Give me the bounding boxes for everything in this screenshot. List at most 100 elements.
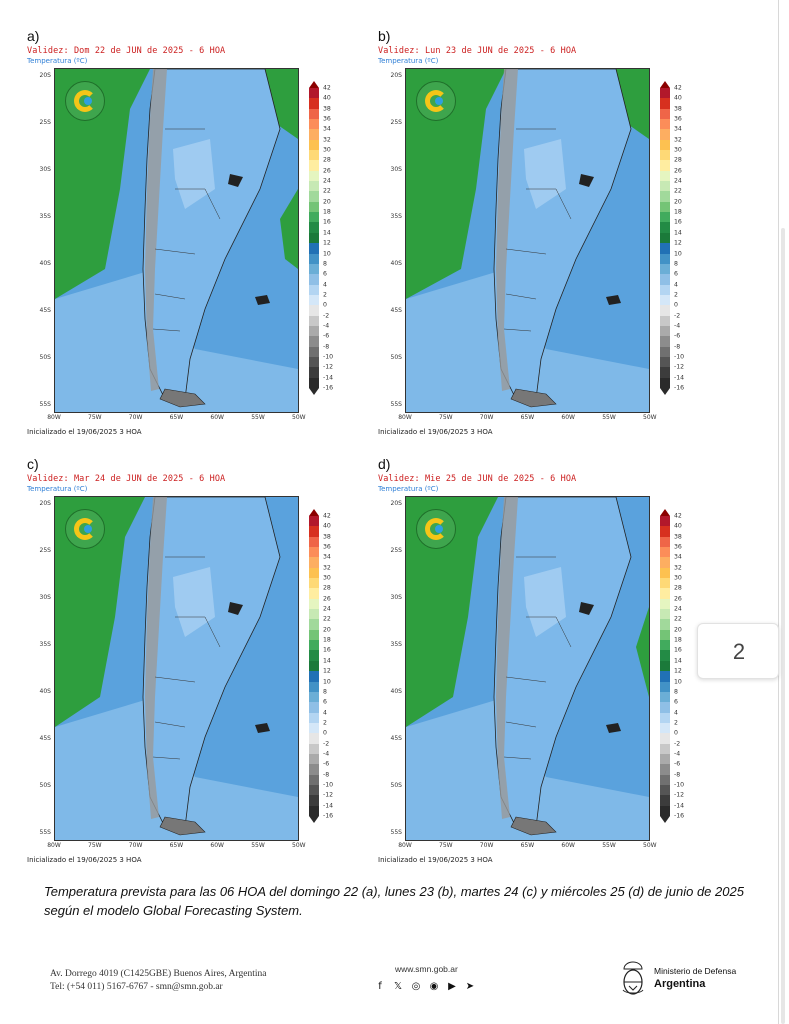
colorbar-segment — [660, 733, 670, 745]
latitude-label: 25S — [390, 547, 402, 554]
colorbar-segment — [660, 191, 670, 203]
longitude-label: 70W — [479, 414, 494, 421]
longitude-label: 80W — [47, 414, 61, 421]
colorbar-labels: 42 40 38 36 34 32 30 28 26 24 22 20 18 16 14 12 10 8 6 4 2 0-… — [674, 513, 704, 820]
facebook-icon[interactable]: f — [378, 981, 382, 992]
colorbar-tick-label: 26 — [674, 167, 682, 175]
longitude-label: 55W — [602, 842, 616, 849]
colorbar-tick-label: 24 — [674, 177, 682, 185]
colorbar-tick-label: -16 — [674, 384, 685, 392]
colorbar-segment — [660, 305, 670, 317]
colorbar-segment — [309, 764, 319, 776]
colorbar-tick-label: -16 — [674, 812, 685, 820]
colorbar-tick-label: 20 — [674, 626, 682, 634]
instagram-icon[interactable]: ◎ — [411, 981, 421, 992]
colorbar-tick-label: 40 — [674, 94, 682, 102]
temperature-map — [54, 496, 299, 841]
latitude-label: 30S — [39, 594, 51, 601]
colorbar-tick-label: 16 — [323, 646, 331, 654]
colorbar-tick-label: 22 — [674, 187, 682, 195]
colorbar-segment — [660, 150, 670, 161]
colorbar-tick-label: 34 — [323, 553, 331, 561]
longitude-label: 70W — [479, 842, 494, 849]
forecast-panel-b: b) Validez: Lun 23 de JUN de 2025 - 6 HO… — [378, 28, 718, 458]
colorbar-segment — [660, 619, 670, 631]
colorbar-segment — [660, 660, 670, 672]
latitude-label: 45S — [39, 735, 51, 742]
scrollbar[interactable] — [781, 228, 785, 1024]
colorbar-segment — [309, 139, 319, 151]
panel-letter: a) — [27, 28, 40, 44]
colorbar-segment — [660, 712, 670, 724]
youtube-icon[interactable]: ▶ — [448, 981, 456, 992]
colorbar — [660, 81, 670, 395]
colorbar-segment — [309, 232, 319, 244]
longitude-label: 75W — [88, 414, 102, 421]
colorbar-tick-label: 4 — [323, 709, 327, 717]
longitude-label: 50W — [292, 414, 306, 421]
colorbar-segment — [309, 294, 319, 306]
latitude-label: 55S — [390, 829, 402, 836]
colorbar-tick-label: -10 — [674, 781, 685, 789]
colorbar-tick-label: 30 — [674, 574, 682, 582]
colorbar-tick-label: 24 — [674, 605, 682, 613]
colorbar-segment — [309, 263, 319, 275]
podcast-icon[interactable]: ◉ — [429, 981, 439, 992]
colorbar-segment — [309, 201, 319, 213]
colorbar-segment — [660, 650, 670, 662]
colorbar-tick-label: 14 — [323, 657, 331, 665]
colorbar-segment — [309, 681, 319, 693]
forecast-panel-d: d) Validez: Mie 25 de JUN de 2025 - 6 HO… — [378, 456, 718, 886]
longitude-label: 80W — [398, 842, 412, 849]
latitude-label: 55S — [390, 401, 402, 408]
panel-letter: b) — [378, 28, 391, 44]
colorbar-tick-label: 8 — [674, 688, 678, 696]
latitude-label: 35S — [390, 641, 402, 648]
colorbar-tick-label: 20 — [674, 198, 682, 206]
validity-label: Validez: Dom 22 de JUN de 2025 - 6 HOA — [27, 46, 226, 56]
colorbar-tick-label: 38 — [323, 533, 331, 541]
colorbar-tick-label: 0 — [323, 301, 327, 309]
colorbar-segment — [309, 609, 319, 620]
colorbar-segment — [660, 170, 670, 182]
colorbar-tick-label: -12 — [674, 363, 685, 371]
twitter-icon[interactable]: 𝕏 — [393, 981, 403, 992]
colorbar-tick-label: -4 — [674, 322, 681, 330]
variable-label: Temperatura (ºC) — [27, 57, 88, 65]
colorbar-segment — [309, 557, 319, 569]
longitude-labels: 80W 75W 70W 65W 60W 55W 50W — [398, 414, 658, 424]
colorbar-tick-label: 8 — [323, 688, 327, 696]
colorbar-segment — [309, 150, 319, 161]
website-link[interactable]: www.smn.gob.ar — [395, 964, 458, 974]
colorbar-tick-label: -10 — [323, 781, 334, 789]
colorbar-min-arrow — [660, 388, 670, 395]
colorbar-tick-label: 24 — [323, 177, 331, 185]
colorbar-tick-label: 8 — [674, 260, 678, 268]
colorbar-segment — [309, 108, 319, 120]
colorbar-segment — [309, 516, 319, 527]
colorbar-segment — [660, 201, 670, 213]
colorbar-segment — [660, 336, 670, 348]
logo-ring — [425, 518, 447, 540]
colorbar-tick-label: 2 — [674, 291, 678, 299]
latitude-label: 35S — [39, 213, 51, 220]
colorbar-tick-label: -14 — [674, 802, 685, 810]
colorbar-tick-label: -8 — [674, 343, 681, 351]
colorbar-max-arrow — [660, 509, 670, 516]
colorbar-segment — [660, 377, 670, 389]
colorbar-tick-label: 10 — [323, 678, 331, 686]
variable-label: Temperatura (ºC) — [27, 485, 88, 493]
colorbar-segment — [660, 294, 670, 306]
address-line: Av. Dorrego 4019 (C1425GBE) Buenos Aires… — [50, 969, 267, 979]
colorbar-segment — [660, 536, 670, 548]
latitude-label: 30S — [390, 166, 402, 173]
colorbar-segment — [309, 325, 319, 337]
colorbar-tick-label: 34 — [674, 125, 682, 133]
longitude-label: 50W — [643, 414, 657, 421]
colorbar-tick-label: 32 — [674, 564, 682, 572]
colorbar-tick-label: 42 — [323, 512, 331, 520]
colorbar-segment — [660, 743, 670, 755]
colorbar-segment — [309, 640, 319, 651]
longitude-label: 75W — [439, 414, 453, 421]
telegram-icon[interactable]: ➤ — [465, 981, 475, 992]
